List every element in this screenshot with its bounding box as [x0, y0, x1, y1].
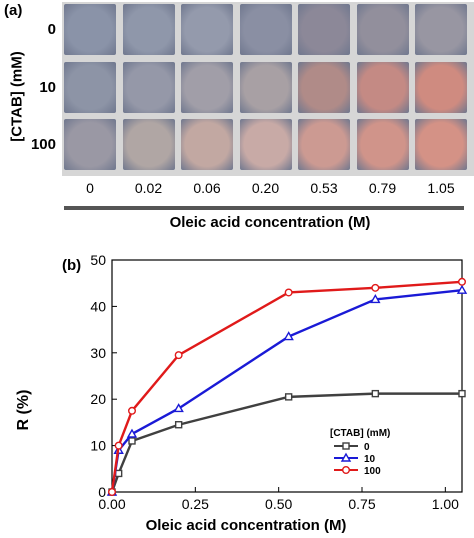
column-label: 1.05: [427, 180, 455, 196]
sample-swatch: [415, 62, 467, 113]
data-point-square: [284, 393, 293, 401]
sample-swatch: [64, 119, 116, 170]
column-label: 0.53: [310, 180, 338, 196]
sample-swatch: [356, 119, 409, 170]
sample-swatch: [64, 4, 116, 55]
sample-swatch: [298, 4, 350, 55]
data-point-square: [342, 442, 350, 450]
data-point-square: [114, 469, 123, 478]
data-point-square: [128, 437, 136, 445]
y-tick-label: 30: [90, 345, 106, 361]
y-tick-label: 0: [98, 484, 106, 500]
series-10: [106, 284, 468, 496]
data-point-circle: [107, 487, 116, 496]
row-label: 10: [39, 79, 56, 96]
sample-swatch: [356, 4, 409, 55]
data-point-triangle: [370, 294, 381, 304]
x-axis-label: Oleic acid concentration (M): [146, 517, 347, 534]
series-line: [110, 280, 463, 493]
y-tick-label: 10: [90, 438, 106, 454]
column-label: 0: [86, 180, 94, 196]
sample-swatch: [122, 119, 175, 170]
column-label: 0.20: [251, 180, 280, 196]
x-tick-label: 1.00: [432, 496, 459, 512]
chart-series: [106, 277, 468, 496]
legend-entry-label: 100: [364, 466, 381, 477]
axis-divider: [64, 206, 464, 210]
legend-title: [CTAB] (mM): [330, 428, 390, 439]
series-line: [110, 392, 462, 493]
sample-swatch: [122, 62, 175, 113]
chart-axes: [111, 259, 463, 493]
plot-frame: [111, 259, 463, 493]
x-tick-label: 0.00: [98, 496, 125, 512]
series-line: [110, 288, 463, 493]
panel-a-label: (a): [4, 2, 23, 19]
column-label: 0.79: [368, 180, 397, 196]
data-point-circle: [174, 351, 183, 360]
data-point-triangle: [126, 428, 138, 438]
sample-swatch: [239, 4, 292, 55]
y-axis-label: R (%): [15, 390, 32, 431]
sample-swatch: [64, 62, 116, 113]
sample-swatch: [415, 4, 467, 55]
legend-entry-label: 10: [364, 454, 376, 465]
data-point-triangle: [340, 452, 352, 462]
data-point-circle: [127, 406, 136, 415]
sample-swatch: [181, 62, 233, 113]
legend-entry-label: 0: [364, 442, 370, 453]
data-point-circle: [458, 277, 467, 286]
sample-swatch: [356, 62, 409, 113]
data-point-square: [371, 389, 380, 398]
data-point-square: [458, 389, 466, 398]
sample-swatch: [298, 62, 350, 113]
data-point-circle: [284, 288, 293, 297]
x-tick-label: 0.75: [348, 496, 375, 512]
column-label: 0.06: [193, 180, 221, 196]
y-tick-label: 20: [90, 391, 106, 407]
data-point-square: [174, 421, 183, 429]
ctab-axis-label: [CTAB] (mM): [8, 51, 26, 142]
panel-a: (a) [CTAB] (mM) 0 10 100 0 0.02 0.06 0.20 0.53…: [0, 0, 474, 240]
row-label: 0: [47, 21, 56, 38]
data-point-circle: [114, 441, 123, 450]
data-point-triangle: [173, 403, 184, 413]
sample-swatch: [181, 4, 233, 55]
sample-swatch: [122, 4, 175, 55]
data-point-triangle: [283, 331, 294, 341]
y-tick-label: 50: [90, 252, 106, 268]
sample-swatch: [298, 119, 350, 170]
sample-swatch: [239, 119, 292, 170]
data-point-circle: [342, 465, 351, 474]
column-label: 0.02: [134, 180, 163, 196]
panel-b-label: (b): [62, 257, 81, 274]
x-tick-label: 0.25: [182, 496, 209, 512]
sample-swatch: [239, 62, 292, 113]
series-100: [107, 277, 467, 496]
data-point-triangle: [456, 284, 468, 294]
row-label: 100: [30, 136, 56, 153]
sample-swatch: [181, 119, 233, 170]
series-0: [108, 389, 466, 496]
sample-swatch: [415, 119, 467, 170]
x-tick-label: 0.50: [265, 496, 292, 512]
panel-a-x-axis-label: Oleic acid concentration (M): [169, 214, 371, 231]
data-point-circle: [371, 283, 380, 292]
y-tick-label: 40: [90, 298, 106, 314]
